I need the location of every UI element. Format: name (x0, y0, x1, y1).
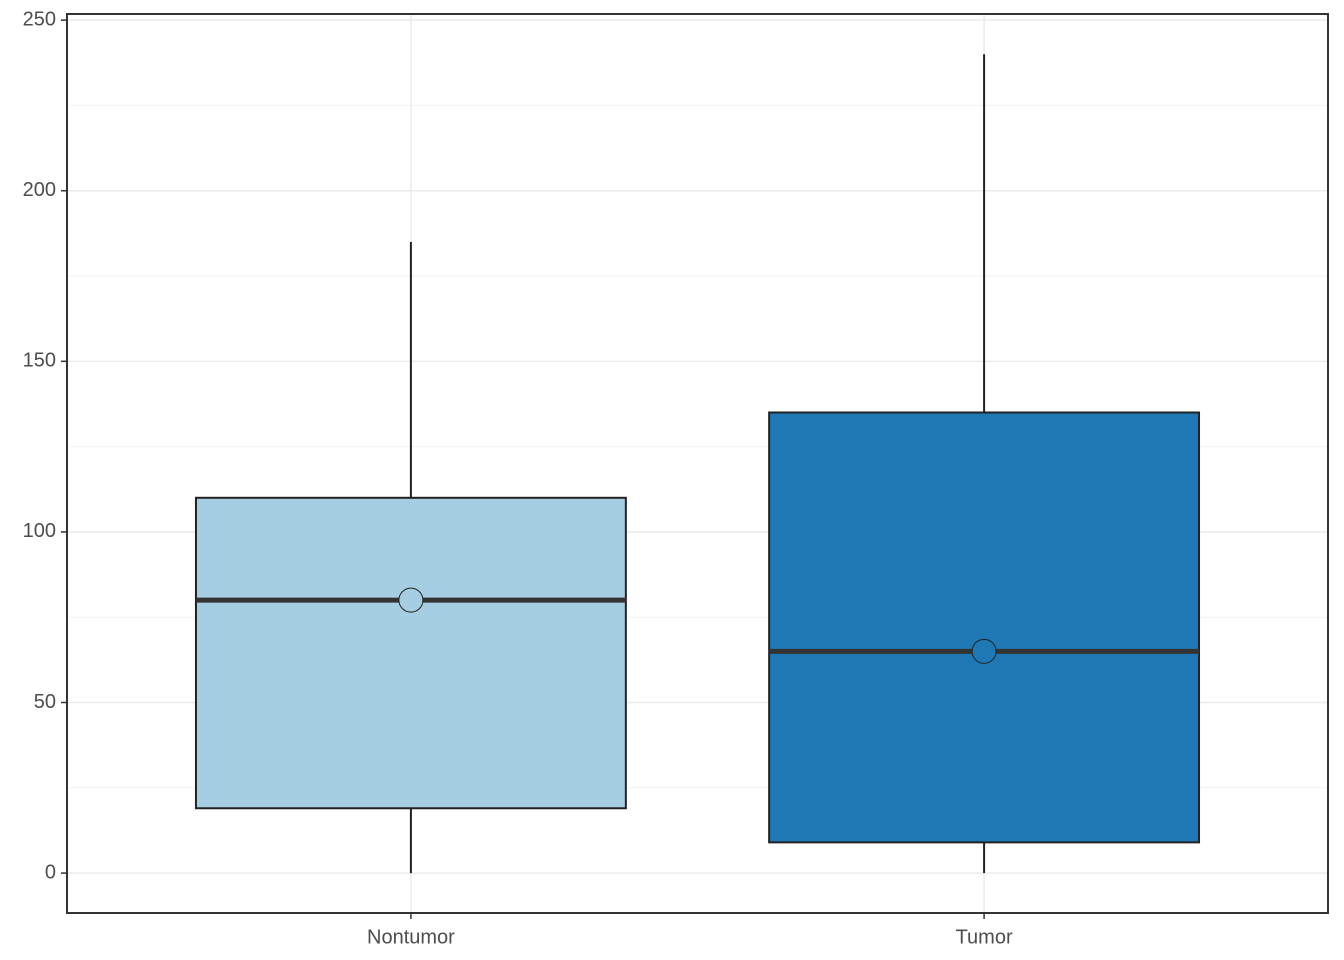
y-tick-label: 150 (23, 350, 56, 372)
y-tick-label: 250 (23, 8, 56, 30)
mean-point (971, 638, 997, 664)
plot-border (66, 13, 1329, 914)
mean-point (398, 587, 424, 613)
y-tick-label: 200 (23, 179, 56, 201)
box (768, 411, 1201, 844)
x-tick-label: Tumor (956, 926, 1013, 948)
y-tick-label: 0 (45, 861, 56, 883)
y-tick-label: 50 (34, 691, 56, 713)
box (194, 496, 627, 810)
y-tick-label: 100 (23, 520, 56, 542)
x-tick-label: Nontumor (367, 926, 455, 948)
